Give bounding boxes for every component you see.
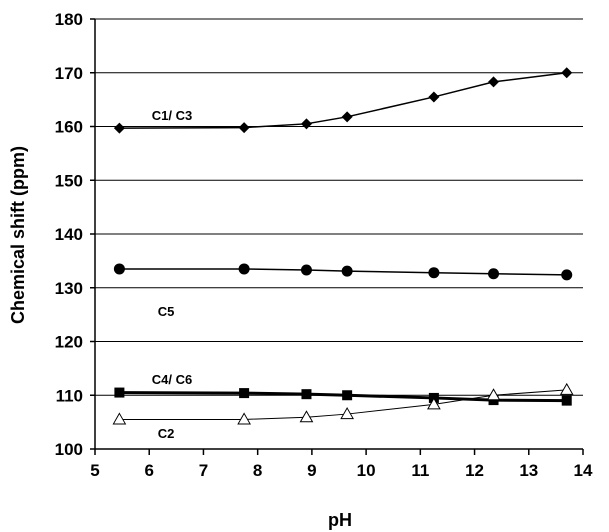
x-tick-label: 13 bbox=[519, 461, 538, 480]
data-point bbox=[113, 263, 125, 275]
y-tick-label: 180 bbox=[55, 10, 83, 29]
data-point bbox=[238, 263, 250, 275]
data-point bbox=[301, 389, 312, 400]
data-point bbox=[428, 267, 440, 279]
x-axis-title: pH bbox=[328, 510, 352, 530]
y-tick-labels: 100 110 120 130 140 150 160 170 180 bbox=[55, 10, 83, 459]
series-labels: C1/ C3 C5 C4/ C6 C2 bbox=[152, 108, 192, 441]
series-label: C1/ C3 bbox=[152, 108, 192, 123]
data-point bbox=[486, 388, 501, 401]
data-point bbox=[300, 264, 312, 276]
data-point bbox=[342, 390, 353, 401]
y-axis-title: Chemical shift (ppm) bbox=[8, 146, 28, 324]
x-tick-label: 14 bbox=[574, 461, 593, 480]
data-point bbox=[559, 382, 574, 395]
series-label: C4/ C6 bbox=[152, 372, 192, 387]
data-point bbox=[299, 410, 314, 423]
data-point bbox=[341, 111, 353, 123]
axes bbox=[90, 18, 584, 455]
x-tick-label: 5 bbox=[90, 461, 99, 480]
data-point bbox=[561, 269, 573, 281]
data-point bbox=[488, 268, 500, 280]
data-point bbox=[341, 265, 353, 277]
data-point bbox=[340, 407, 354, 420]
data-point bbox=[427, 397, 441, 410]
y-tick-label: 100 bbox=[55, 440, 83, 459]
y-tick-label: 160 bbox=[55, 118, 83, 137]
y-tick-label: 170 bbox=[55, 64, 83, 83]
y-tick-label: 140 bbox=[55, 225, 83, 244]
x-tick-label: 8 bbox=[253, 461, 262, 480]
series-label: C2 bbox=[158, 426, 175, 441]
data-point bbox=[113, 122, 125, 134]
series-label: C5 bbox=[158, 304, 175, 319]
data-point bbox=[561, 67, 573, 79]
data-point bbox=[112, 412, 127, 425]
gridlines bbox=[95, 18, 583, 396]
x-tick-label: 12 bbox=[465, 461, 484, 480]
data-point bbox=[488, 76, 500, 88]
series-markers bbox=[112, 67, 574, 425]
y-tick-label: 150 bbox=[55, 171, 83, 190]
y-tick-label: 120 bbox=[55, 333, 83, 352]
x-tick-label: 7 bbox=[199, 461, 208, 480]
data-point bbox=[237, 412, 251, 425]
data-point bbox=[300, 118, 312, 130]
x-tick-label: 9 bbox=[307, 461, 316, 480]
y-tick-label: 130 bbox=[55, 279, 83, 298]
series-lines bbox=[119, 72, 567, 420]
y-tick-label: 110 bbox=[56, 386, 83, 405]
data-point bbox=[239, 388, 250, 399]
x-tick-label: 6 bbox=[144, 461, 153, 480]
x-tick-label: 11 bbox=[411, 461, 429, 480]
x-tick-label: 10 bbox=[357, 461, 376, 480]
data-point bbox=[114, 387, 125, 398]
data-point bbox=[428, 91, 440, 103]
data-point bbox=[561, 395, 572, 406]
x-tick-labels: 5 6 7 8 9 10 11 12 13 14 bbox=[90, 461, 593, 480]
data-point bbox=[238, 122, 250, 134]
